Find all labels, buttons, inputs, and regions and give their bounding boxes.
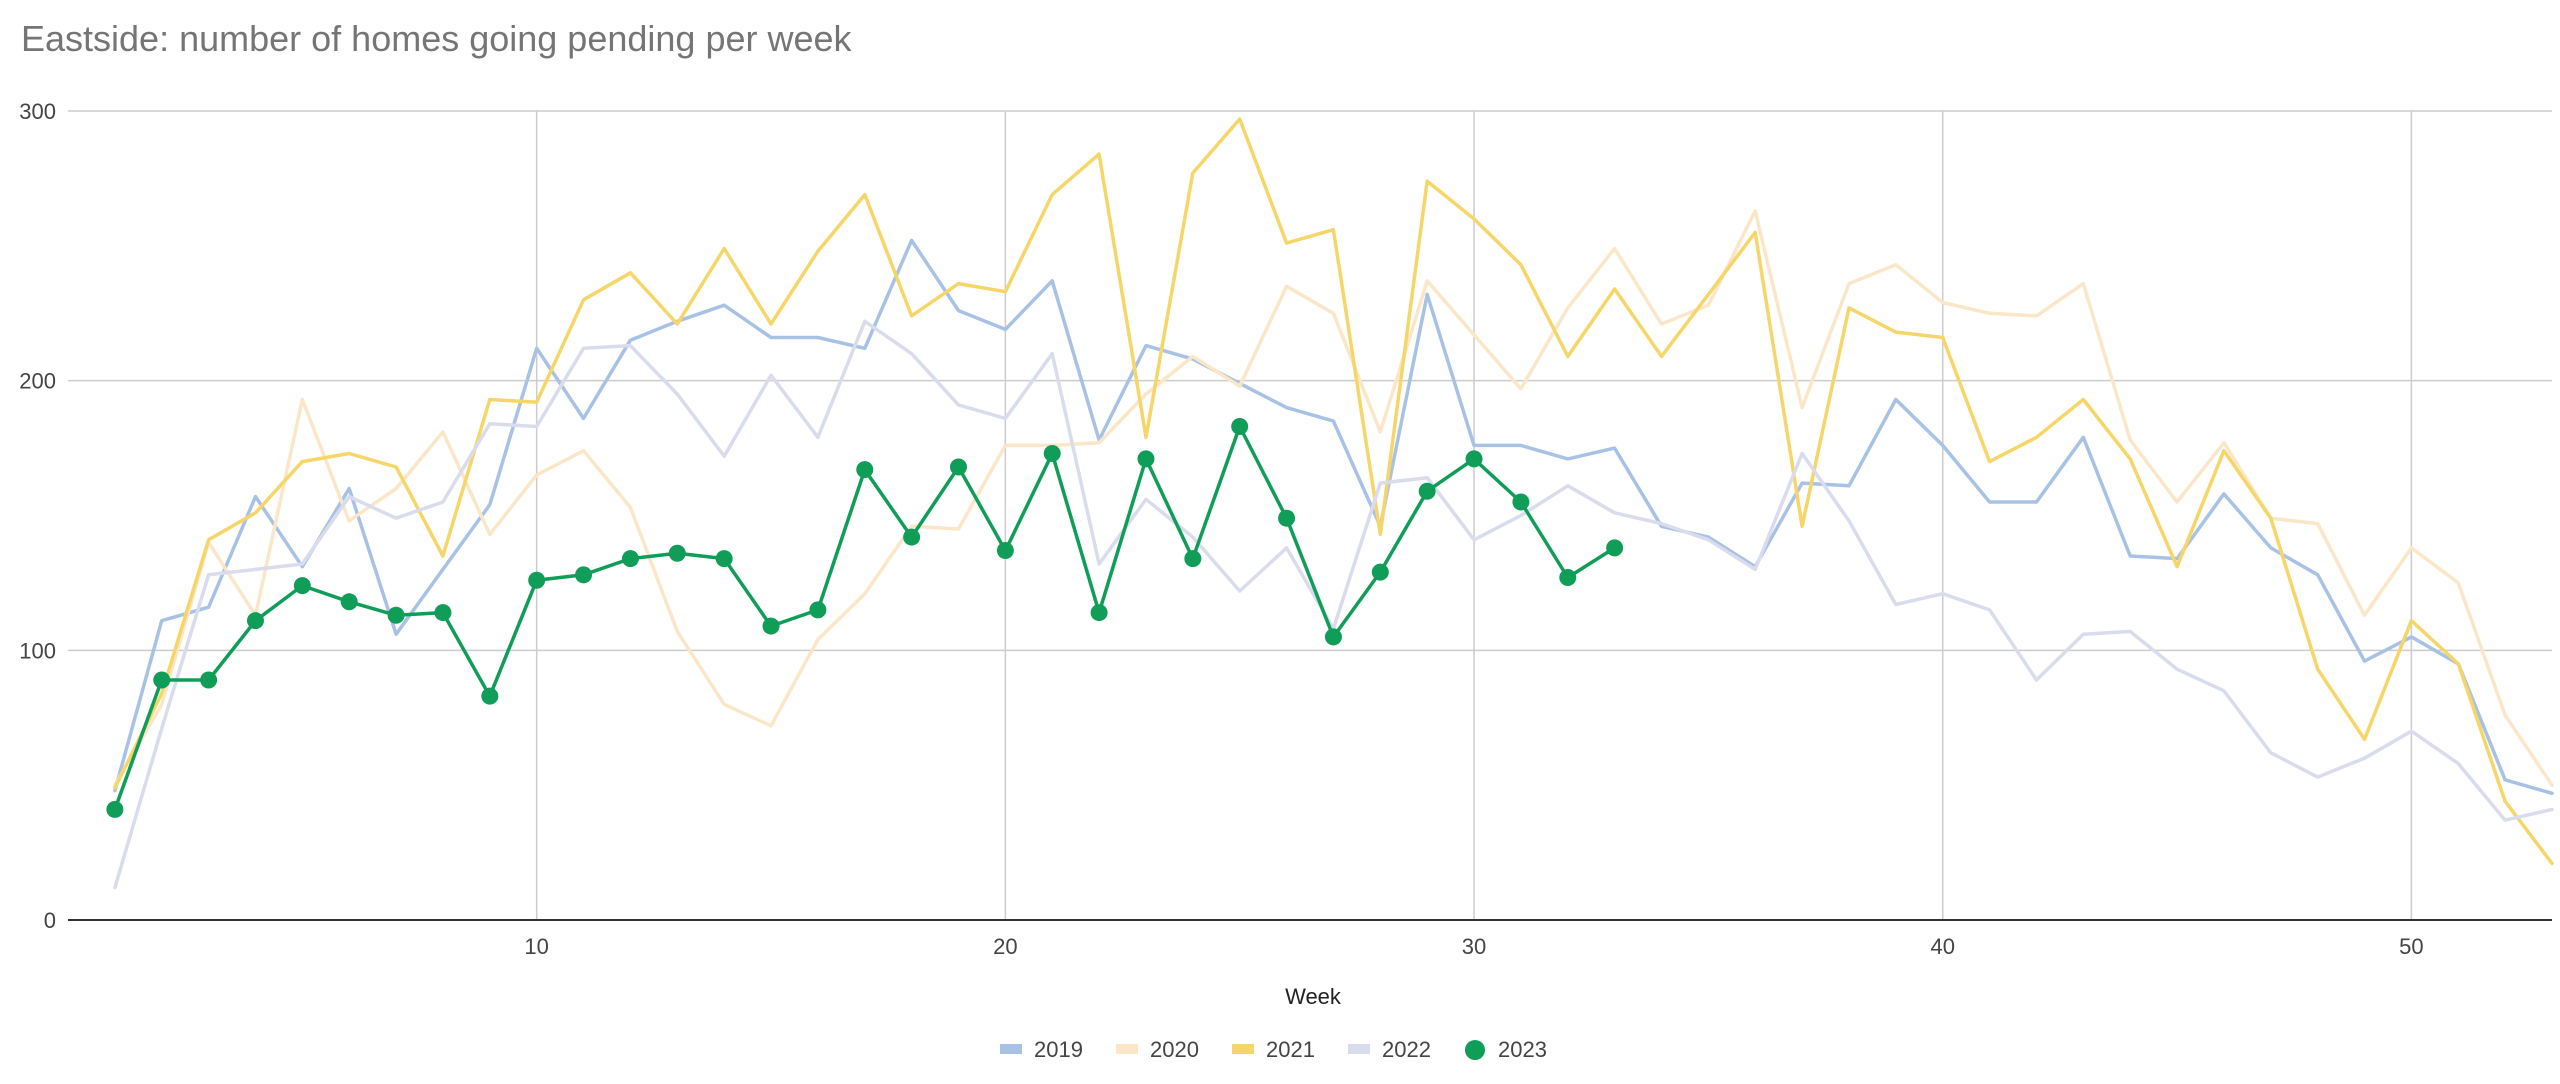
data-point-2023-week-15 bbox=[762, 617, 780, 635]
data-point-2023-week-14 bbox=[715, 550, 733, 568]
data-point-2023-week-8 bbox=[434, 604, 452, 622]
data-point-2023-week-21 bbox=[1043, 444, 1061, 462]
data-point-2023-week-6 bbox=[340, 593, 358, 611]
y-tick-label-300: 300 bbox=[19, 99, 56, 124]
legend-item-2020: 2020 bbox=[1116, 1037, 1199, 1062]
legend-swatch-2022 bbox=[1348, 1044, 1370, 1054]
data-point-2023-week-3 bbox=[200, 671, 218, 689]
data-point-2023-week-30 bbox=[1465, 450, 1483, 468]
legend: 2019 2020 2021 2022 2023 bbox=[1000, 1037, 1547, 1062]
data-point-2023-week-5 bbox=[293, 577, 311, 595]
x-tick-label-10: 10 bbox=[524, 934, 548, 959]
data-point-2023-week-25 bbox=[1231, 418, 1249, 436]
series-2023 bbox=[106, 418, 1624, 818]
series-line-2020 bbox=[113, 209, 2554, 787]
series-line-2022 bbox=[113, 319, 2554, 890]
x-tick-label-40: 40 bbox=[1930, 934, 1954, 959]
series-2022 bbox=[113, 319, 2554, 890]
data-point-2023-week-1 bbox=[106, 800, 124, 818]
x-tick-label-20: 20 bbox=[993, 934, 1017, 959]
y-tick-label-200: 200 bbox=[19, 369, 56, 394]
x-axis-title: Week bbox=[1285, 984, 1342, 1009]
series-lines bbox=[106, 117, 2554, 890]
legend-label-2022: 2022 bbox=[1382, 1037, 1431, 1062]
chart-title: Eastside: number of homes going pending … bbox=[21, 18, 852, 59]
data-point-2023-week-27 bbox=[1324, 628, 1342, 646]
data-point-2023-week-32 bbox=[1559, 569, 1577, 587]
data-point-2023-week-7 bbox=[387, 606, 405, 624]
data-point-2023-week-13 bbox=[668, 544, 686, 562]
legend-label-2020: 2020 bbox=[1150, 1037, 1199, 1062]
legend-swatch-2020 bbox=[1116, 1044, 1138, 1054]
axes: 0 100 200 300 10 20 30 40 50 bbox=[19, 99, 2552, 959]
legend-item-2022: 2022 bbox=[1348, 1037, 1431, 1062]
data-point-2023-week-9 bbox=[481, 687, 499, 705]
data-point-2023-week-17 bbox=[856, 461, 874, 479]
data-point-2023-week-28 bbox=[1371, 563, 1389, 581]
legend-label-2019: 2019 bbox=[1034, 1037, 1083, 1062]
data-point-2023-week-23 bbox=[1137, 450, 1155, 468]
data-point-2023-week-18 bbox=[903, 528, 921, 546]
data-point-2023-week-33 bbox=[1606, 539, 1624, 557]
data-point-2023-week-22 bbox=[1090, 604, 1108, 622]
grid-lines bbox=[68, 110, 2552, 920]
legend-swatch-2023 bbox=[1465, 1040, 1485, 1060]
y-tick-label-100: 100 bbox=[19, 638, 56, 663]
legend-item-2021: 2021 bbox=[1232, 1037, 1315, 1062]
data-point-2023-week-29 bbox=[1418, 482, 1436, 500]
series-line-2021 bbox=[113, 117, 2554, 866]
x-tick-label-30: 30 bbox=[1462, 934, 1486, 959]
y-tick-label-0: 0 bbox=[44, 908, 56, 933]
data-point-2023-week-20 bbox=[996, 542, 1014, 560]
series-2021 bbox=[113, 117, 2554, 866]
data-point-2023-week-11 bbox=[575, 566, 593, 584]
data-point-2023-week-10 bbox=[528, 571, 546, 589]
series-2020 bbox=[113, 209, 2554, 787]
data-point-2023-week-24 bbox=[1184, 550, 1202, 568]
data-point-2023-week-4 bbox=[246, 612, 264, 630]
legend-item-2023: 2023 bbox=[1465, 1037, 1547, 1062]
legend-label-2023: 2023 bbox=[1498, 1037, 1547, 1062]
data-point-2023-week-31 bbox=[1512, 493, 1530, 511]
legend-swatch-2019 bbox=[1000, 1044, 1022, 1054]
legend-label-2021: 2021 bbox=[1266, 1037, 1315, 1062]
data-point-2023-week-19 bbox=[949, 458, 967, 476]
data-point-2023-week-2 bbox=[153, 671, 171, 689]
legend-swatch-2021 bbox=[1232, 1044, 1254, 1054]
data-point-2023-week-26 bbox=[1278, 509, 1296, 527]
data-point-2023-week-16 bbox=[809, 601, 827, 619]
x-tick-label-50: 50 bbox=[2399, 934, 2423, 959]
legend-item-2019: 2019 bbox=[1000, 1037, 1083, 1062]
data-point-2023-week-12 bbox=[621, 550, 639, 568]
